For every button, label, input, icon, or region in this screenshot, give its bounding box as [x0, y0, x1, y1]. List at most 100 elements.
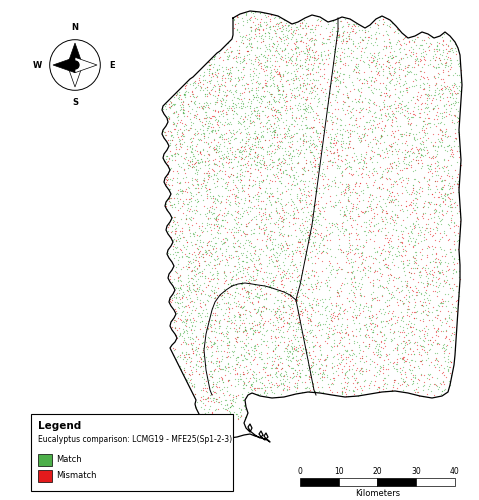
Point: [240, 339, 248, 347]
Point: [420, 199, 427, 207]
Point: [173, 298, 181, 306]
Point: [429, 152, 437, 160]
Point: [376, 92, 384, 100]
Point: [422, 198, 429, 205]
Point: [270, 158, 278, 166]
Point: [242, 230, 250, 238]
Point: [370, 214, 378, 222]
Point: [360, 112, 367, 120]
Point: [283, 386, 291, 394]
Point: [285, 218, 293, 226]
Point: [410, 303, 418, 311]
Point: [367, 320, 375, 328]
Point: [263, 326, 271, 334]
Point: [284, 38, 292, 46]
Point: [281, 290, 289, 298]
Point: [318, 373, 326, 381]
Point: [301, 82, 308, 90]
Point: [375, 348, 382, 356]
Point: [233, 162, 240, 170]
Point: [240, 64, 248, 72]
Point: [308, 367, 316, 375]
Point: [391, 97, 399, 105]
Point: [197, 130, 205, 138]
Point: [298, 366, 306, 374]
Point: [432, 278, 440, 285]
Point: [199, 398, 207, 406]
Point: [306, 386, 313, 394]
Point: [454, 209, 461, 217]
Point: [436, 259, 444, 267]
Point: [271, 220, 279, 228]
Point: [182, 125, 189, 133]
Point: [399, 157, 407, 165]
Point: [386, 196, 393, 204]
Point: [185, 290, 193, 298]
Point: [319, 320, 327, 328]
Point: [313, 102, 320, 110]
Point: [251, 58, 259, 66]
Point: [266, 127, 274, 135]
Point: [254, 166, 262, 173]
Point: [409, 377, 417, 385]
Point: [433, 292, 441, 300]
Point: [186, 333, 194, 341]
Point: [330, 342, 338, 350]
Point: [250, 378, 257, 386]
Point: [281, 238, 289, 246]
Point: [244, 47, 252, 55]
Point: [227, 78, 234, 86]
Point: [229, 184, 237, 192]
Point: [223, 120, 231, 128]
Point: [267, 364, 274, 372]
Point: [284, 241, 291, 249]
Point: [376, 327, 384, 335]
Point: [429, 281, 436, 289]
Point: [320, 48, 328, 56]
Point: [213, 176, 221, 184]
Point: [322, 276, 330, 284]
Point: [246, 133, 254, 141]
Point: [421, 326, 429, 334]
Point: [412, 209, 420, 217]
Point: [256, 210, 263, 218]
Point: [251, 176, 259, 184]
Point: [274, 341, 282, 349]
Point: [232, 80, 240, 88]
Point: [354, 62, 362, 70]
Point: [214, 90, 222, 98]
Point: [440, 347, 447, 355]
Point: [454, 255, 462, 263]
Point: [356, 326, 364, 334]
Point: [266, 274, 274, 282]
Point: [424, 370, 432, 378]
Point: [438, 344, 446, 352]
Point: [331, 182, 339, 190]
Point: [398, 313, 406, 321]
Point: [339, 100, 347, 108]
Point: [382, 144, 390, 152]
Point: [363, 238, 370, 246]
Point: [232, 102, 240, 110]
Point: [392, 274, 400, 282]
Point: [215, 254, 222, 262]
Point: [431, 380, 439, 388]
Point: [423, 250, 431, 258]
Point: [246, 169, 254, 177]
Point: [201, 182, 209, 190]
Point: [205, 291, 212, 299]
Point: [349, 170, 356, 178]
Point: [179, 227, 186, 235]
Point: [169, 250, 177, 258]
Point: [321, 172, 329, 180]
Point: [421, 90, 428, 98]
Point: [417, 164, 425, 172]
Point: [191, 228, 199, 236]
Point: [261, 210, 269, 218]
Point: [286, 172, 294, 180]
Point: [224, 196, 231, 204]
Point: [192, 176, 200, 184]
Point: [348, 268, 355, 276]
Point: [367, 34, 375, 42]
Point: [302, 346, 309, 354]
